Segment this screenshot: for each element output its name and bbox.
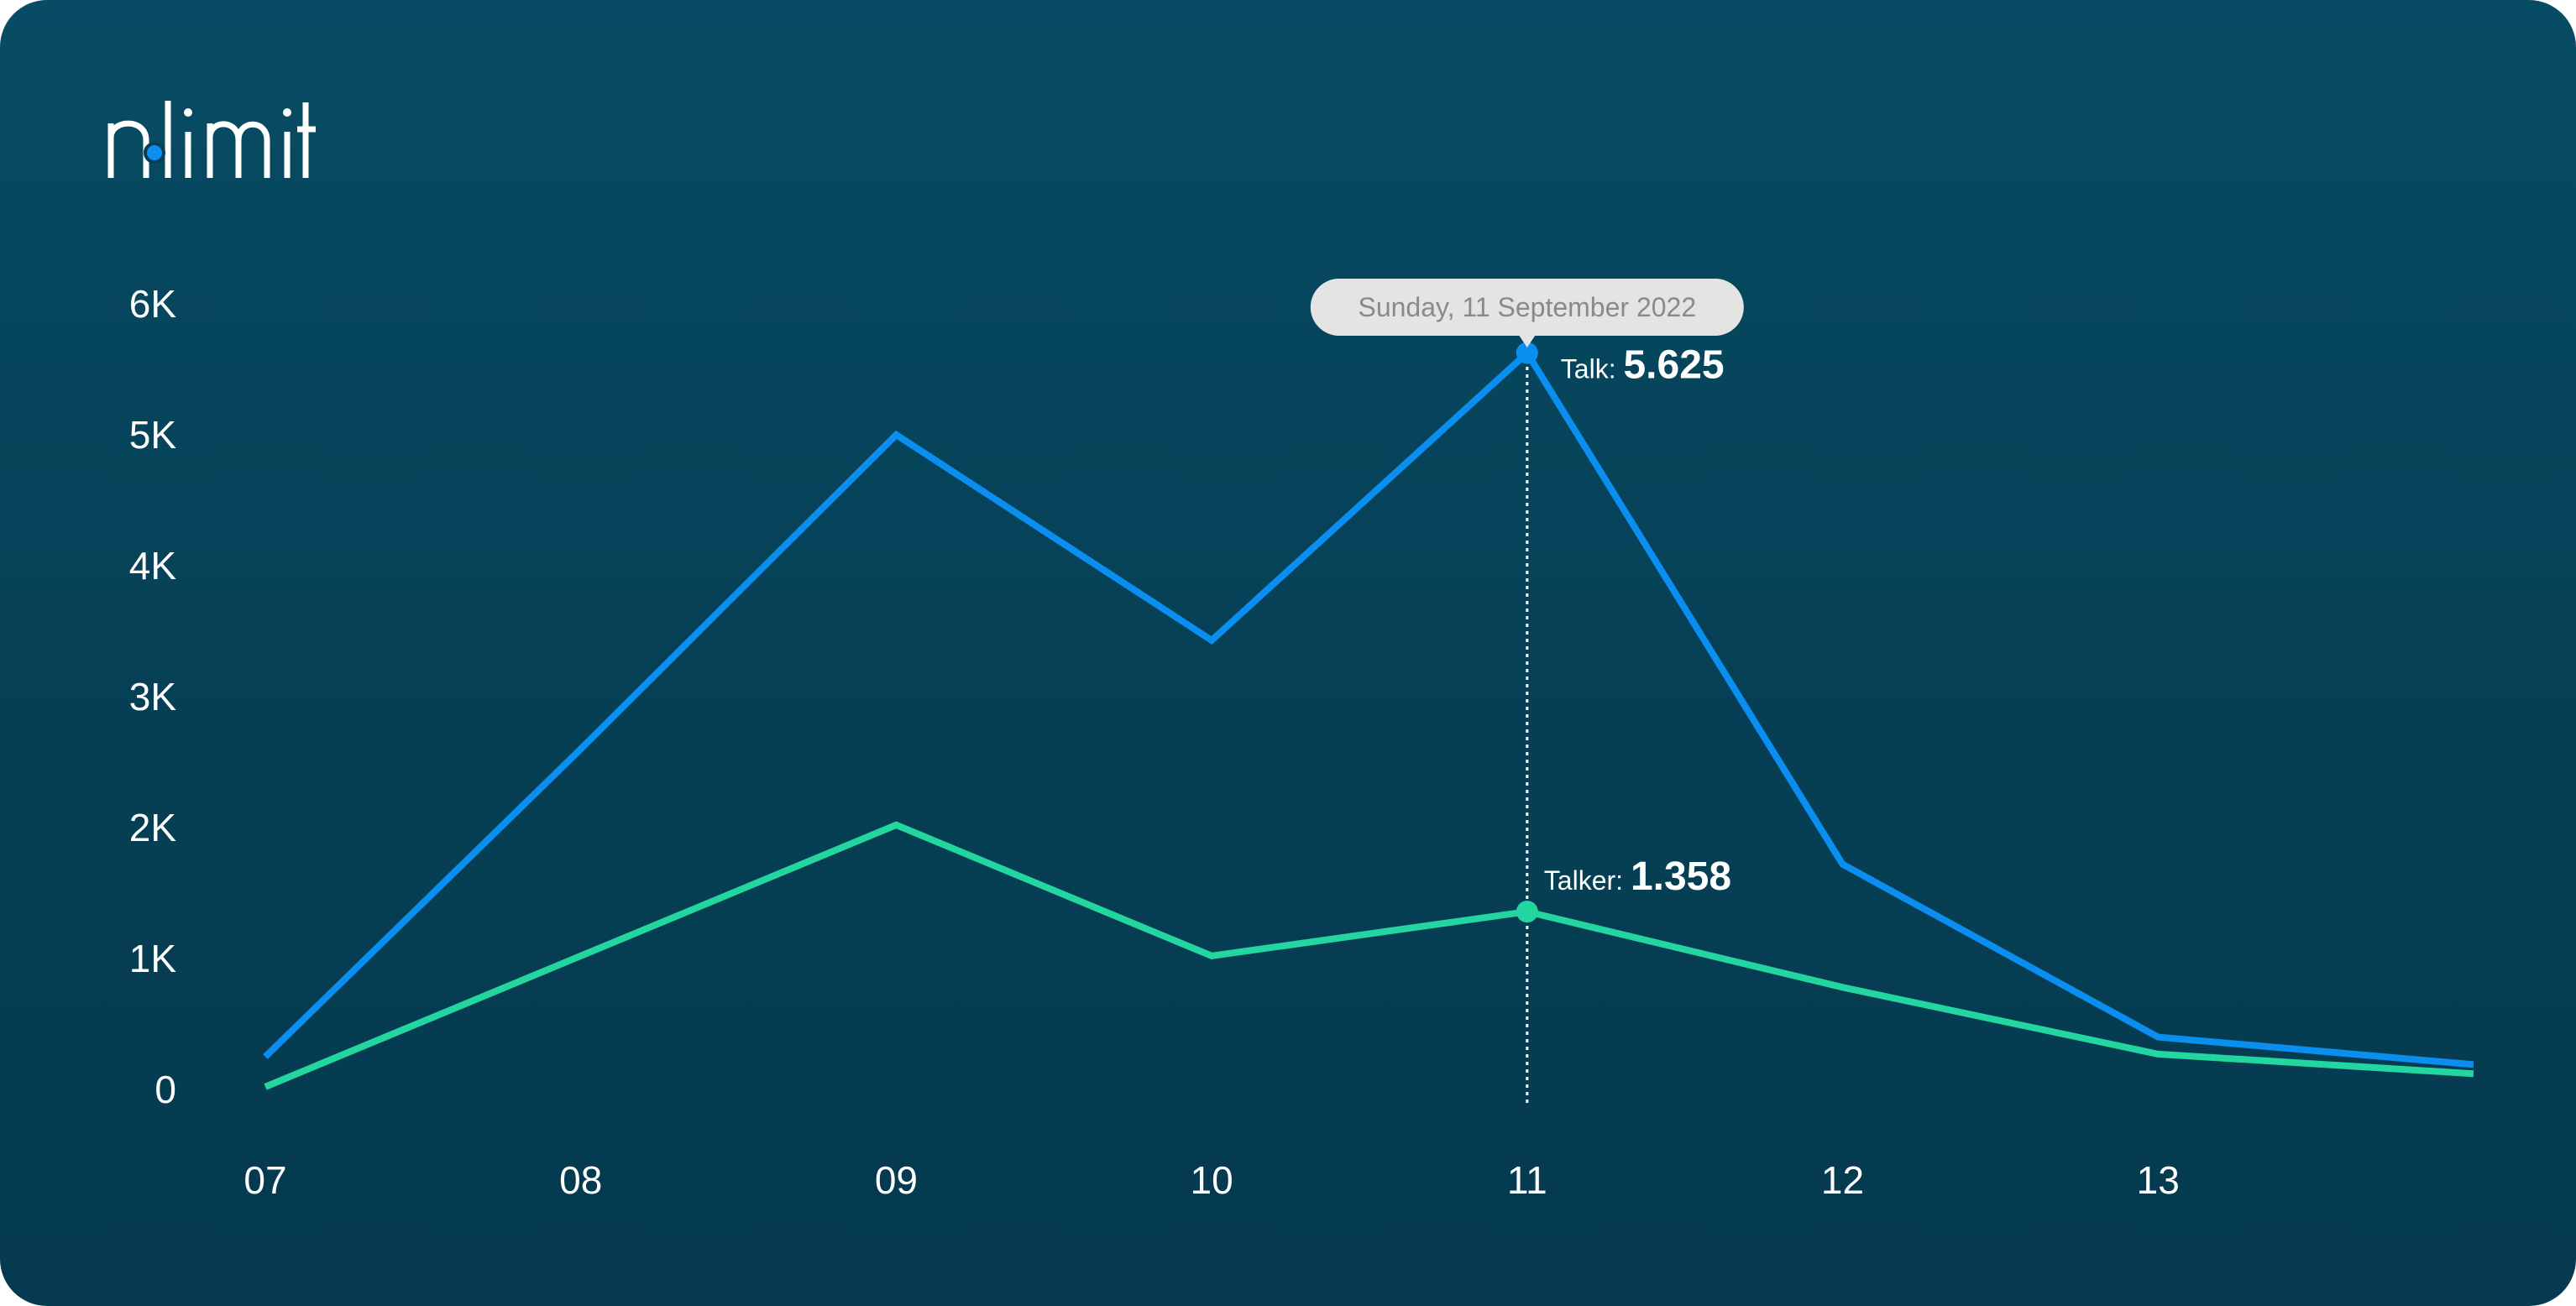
date-tooltip: Sunday, 11 September 2022 [1310, 279, 1744, 347]
value-label-talk: Talk: 5.625 [1561, 343, 1725, 388]
x-tick-label: 08 [559, 1158, 602, 1202]
series-line-talk [263, 347, 2474, 1068]
x-axis-ticks: 07 08 09 10 11 12 13 [243, 1158, 2179, 1202]
y-tick-label: 0 [154, 1068, 176, 1111]
y-tick-label: 4K [129, 544, 177, 588]
y-tick-label: 5K [129, 413, 177, 457]
value-label-value: 1.358 [1631, 854, 1731, 899]
highlight-point-talker [1516, 901, 1538, 923]
tooltip-pointer [1518, 335, 1536, 347]
x-tick-label: 11 [1507, 1158, 1547, 1202]
logo-mark [107, 101, 316, 178]
series-line-talker [264, 821, 2474, 1090]
x-tick-label: 10 [1191, 1158, 1233, 1202]
value-label-name: Talk: [1561, 354, 1624, 384]
y-tick-label: 1K [129, 937, 177, 980]
y-tick-label: 3K [129, 675, 177, 718]
nlimit-logo [106, 94, 316, 191]
highlight-point-talk [1516, 342, 1538, 364]
y-axis-ticks: 0 1K 2K 3K 4K 5K 6K [129, 282, 177, 1111]
value-label-value: 5.625 [1623, 343, 1724, 388]
tooltip-background [1310, 279, 1744, 336]
series-layer [263, 342, 2474, 1090]
x-tick-label: 07 [243, 1158, 286, 1202]
x-tick-label: 09 [875, 1158, 918, 1202]
y-tick-label: 6K [129, 282, 177, 326]
value-label-name: Talker: [1544, 865, 1631, 896]
x-tick-label: 13 [2137, 1158, 2180, 1202]
tooltip-date: Sunday, 11 September 2022 [1358, 292, 1696, 322]
x-tick-label: 12 [1821, 1158, 1864, 1202]
highlight-labels: Talk: 5.625 Talker: 1.358 [1544, 343, 1731, 900]
y-tick-label: 2K [129, 806, 177, 849]
value-label-talker: Talker: 1.358 [1544, 854, 1731, 899]
